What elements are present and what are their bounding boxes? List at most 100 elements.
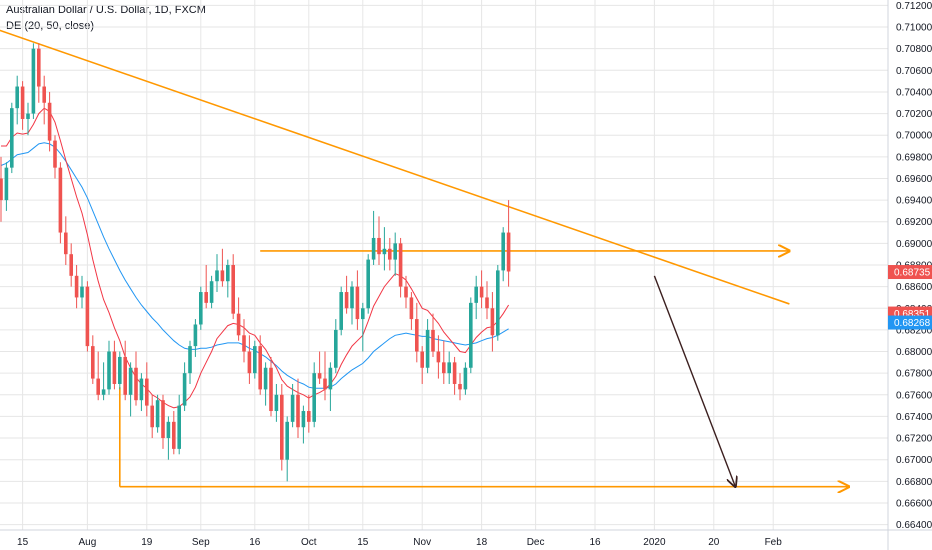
projection-arrow[interactable] <box>653 275 735 487</box>
candle-body[interactable] <box>247 351 252 374</box>
candle-body[interactable] <box>442 362 446 374</box>
candle-body[interactable] <box>15 86 19 109</box>
candle-body[interactable] <box>226 265 230 282</box>
candle-body[interactable] <box>344 292 349 309</box>
candle-body[interactable] <box>107 351 111 390</box>
candle-body[interactable] <box>101 389 106 395</box>
candle-body[interactable] <box>20 86 25 119</box>
candle-body[interactable] <box>69 254 73 276</box>
candle-body[interactable] <box>215 270 219 282</box>
candle-body[interactable] <box>382 248 387 255</box>
candle-body[interactable] <box>393 243 397 260</box>
candle-body[interactable] <box>339 292 343 330</box>
candle-body[interactable] <box>301 411 306 428</box>
candle-body[interactable] <box>204 292 208 303</box>
candle-body[interactable] <box>452 362 457 384</box>
candle-body[interactable] <box>155 400 160 428</box>
candle-body[interactable] <box>377 237 381 255</box>
candle-body[interactable] <box>80 286 84 298</box>
candle-body[interactable] <box>134 367 138 401</box>
candle-body[interactable] <box>317 373 322 379</box>
candle-body[interactable] <box>150 405 154 428</box>
candle-body[interactable] <box>496 270 500 336</box>
candle-body[interactable] <box>161 400 165 439</box>
candle-body[interactable] <box>404 286 408 298</box>
candle-body[interactable] <box>415 319 419 352</box>
candle-body[interactable] <box>290 394 295 422</box>
candle-body[interactable] <box>425 329 430 368</box>
candle-body[interactable] <box>96 378 100 395</box>
candle-body[interactable] <box>361 308 365 320</box>
candle-body[interactable] <box>85 286 90 347</box>
candle-body[interactable] <box>182 373 187 406</box>
candle-body[interactable] <box>431 329 435 352</box>
candle-body[interactable] <box>118 356 122 384</box>
candle-body[interactable] <box>74 275 79 298</box>
candle-body[interactable] <box>366 259 370 309</box>
candle-body[interactable] <box>4 167 9 201</box>
candle-body[interactable] <box>479 286 484 298</box>
candle-body[interactable] <box>269 367 273 412</box>
time-tick-label: 19 <box>141 537 153 548</box>
candle-body[interactable] <box>312 373 316 422</box>
candle-body[interactable] <box>398 243 403 287</box>
candle-body[interactable] <box>145 378 149 406</box>
candle-body[interactable] <box>501 232 505 271</box>
candle-body[interactable] <box>447 362 451 374</box>
candle-body[interactable] <box>10 108 14 168</box>
candle-body[interactable] <box>436 351 441 363</box>
candle-body[interactable] <box>188 346 192 374</box>
candle-body[interactable] <box>463 367 468 390</box>
candle-body[interactable] <box>285 421 289 460</box>
candle-body[interactable] <box>274 394 279 412</box>
candle-body[interactable] <box>388 248 392 260</box>
candle-body[interactable] <box>307 411 311 422</box>
candle-body[interactable] <box>31 48 36 114</box>
candle-body[interactable] <box>334 329 338 368</box>
candle-body[interactable] <box>199 292 203 325</box>
candle-body[interactable] <box>193 324 198 347</box>
candle-body[interactable] <box>506 232 511 272</box>
downtrend-line[interactable] <box>0 27 790 305</box>
price-tick-label: 0.71000 <box>896 23 932 34</box>
candle-body[interactable] <box>53 140 57 168</box>
candle-body[interactable] <box>172 421 176 449</box>
candle-body[interactable] <box>242 335 246 352</box>
candle-body[interactable] <box>296 394 300 428</box>
candle-body[interactable] <box>263 367 268 390</box>
candle-body[interactable] <box>371 237 376 260</box>
candle-body[interactable] <box>258 346 262 390</box>
candle-body[interactable] <box>209 281 214 303</box>
candle-body[interactable] <box>220 270 225 282</box>
candle-body[interactable] <box>37 48 41 87</box>
candle-body[interactable] <box>58 167 63 233</box>
candle-body[interactable] <box>420 351 424 368</box>
candle-body[interactable] <box>409 297 414 320</box>
candle-body[interactable] <box>0 178 3 201</box>
candle-body[interactable] <box>458 383 462 390</box>
candle-body[interactable] <box>328 367 333 390</box>
candle-body[interactable] <box>485 297 489 309</box>
candle-body[interactable] <box>177 405 181 449</box>
candle-body[interactable] <box>490 308 495 336</box>
candle-body[interactable] <box>280 394 284 460</box>
candle-body[interactable] <box>128 367 133 395</box>
candle-body[interactable] <box>231 265 235 314</box>
candle-body[interactable] <box>91 346 95 379</box>
candle-body[interactable] <box>253 346 257 374</box>
candle-body[interactable] <box>47 102 52 141</box>
candle-body[interactable] <box>26 113 30 119</box>
candle-body[interactable] <box>64 232 68 255</box>
candle-body[interactable] <box>112 351 117 384</box>
candle-body[interactable] <box>355 286 360 320</box>
candle-body[interactable] <box>323 378 327 390</box>
candle-body[interactable] <box>139 378 144 401</box>
candle-body[interactable] <box>469 302 473 368</box>
candle-body[interactable] <box>123 356 127 395</box>
candle-body[interactable] <box>474 286 478 303</box>
candle-body[interactable] <box>42 86 46 103</box>
candle-body[interactable] <box>236 313 241 336</box>
candle-body[interactable] <box>166 421 171 439</box>
candle-body[interactable] <box>350 286 354 309</box>
